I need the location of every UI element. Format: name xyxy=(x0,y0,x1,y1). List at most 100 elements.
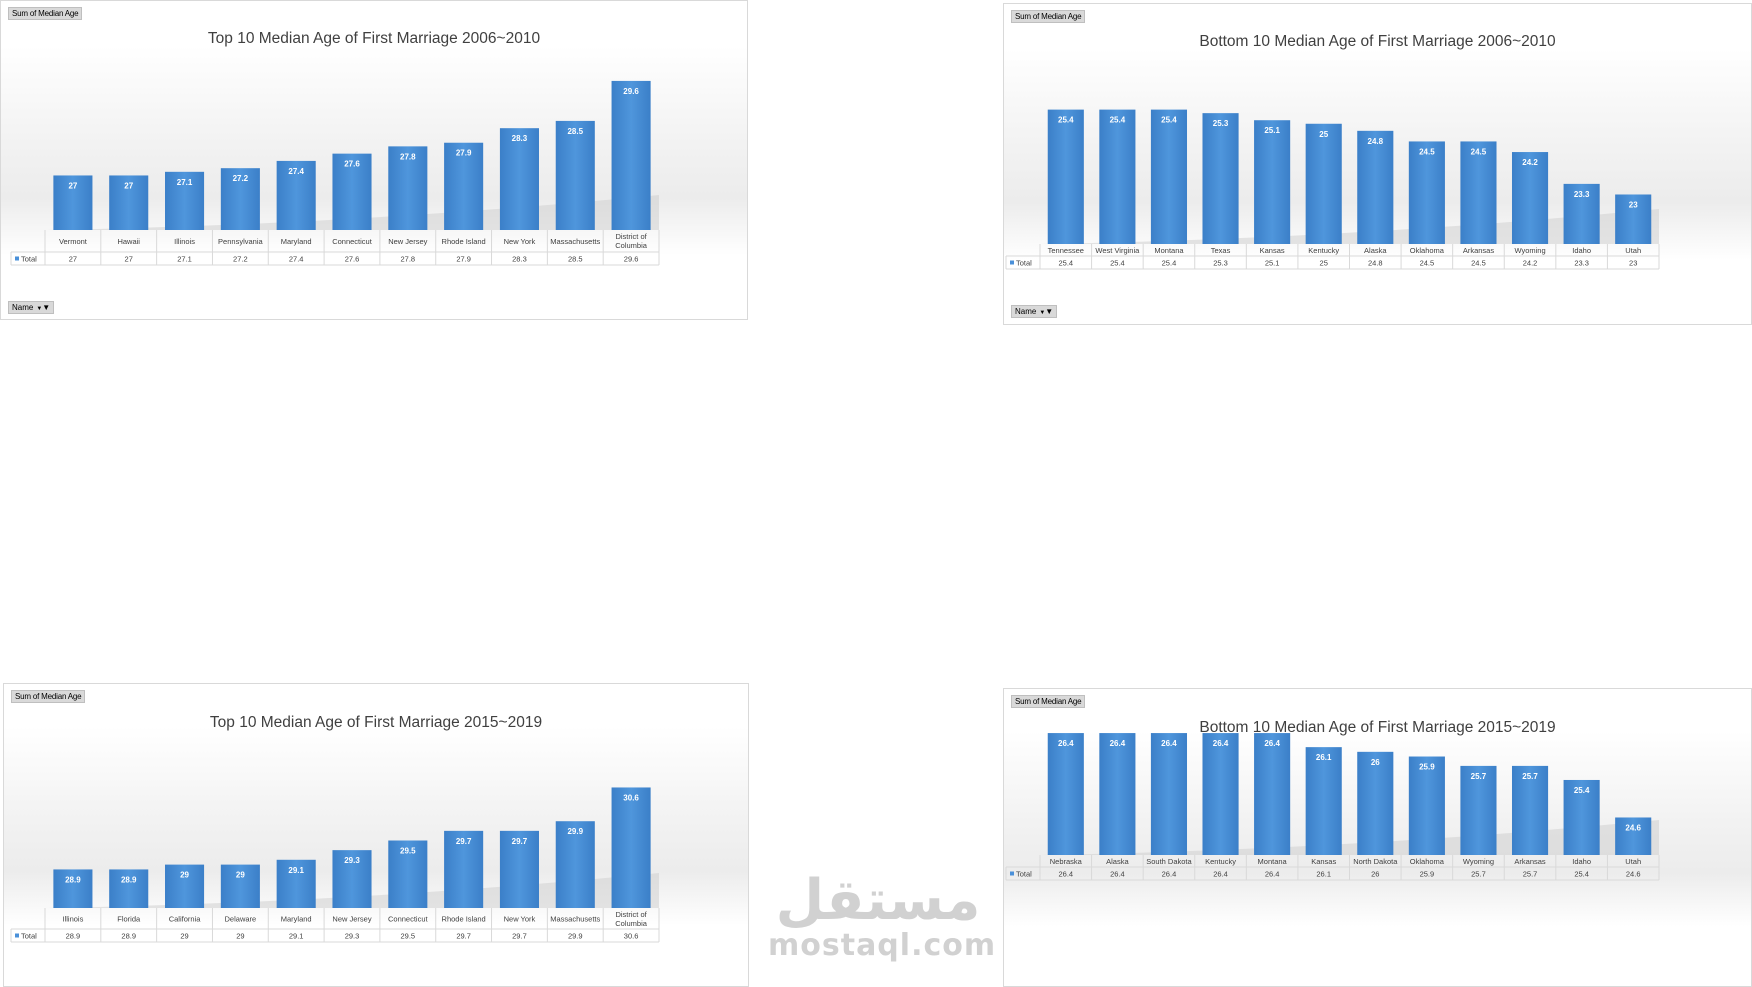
data-label: 29.5 xyxy=(400,847,416,856)
bar[interactable] xyxy=(276,160,316,230)
table-value: 28.5 xyxy=(568,255,583,264)
table-value: 25.3 xyxy=(1213,259,1228,268)
data-label: 24.5 xyxy=(1419,147,1435,156)
bar[interactable] xyxy=(220,864,260,908)
bar[interactable] xyxy=(1099,109,1136,244)
bar[interactable] xyxy=(1357,130,1394,244)
bar[interactable] xyxy=(1305,123,1342,244)
value-field-button[interactable]: Sum of Median Age xyxy=(1011,10,1086,23)
category-label: Kansas xyxy=(1260,246,1285,255)
data-table xyxy=(10,908,660,943)
bar[interactable] xyxy=(1460,765,1497,855)
axis-field-button[interactable]: Name ▼▼ xyxy=(8,301,55,314)
category-label: Rhode Island xyxy=(442,915,486,924)
bar[interactable] xyxy=(165,171,205,230)
bar[interactable] xyxy=(53,175,93,230)
bar[interactable] xyxy=(499,830,539,908)
bar[interactable] xyxy=(499,128,539,230)
category-label: Maryland xyxy=(281,915,312,924)
data-label: 25.7 xyxy=(1471,772,1487,781)
category-label: Kansas xyxy=(1311,857,1336,866)
bar[interactable] xyxy=(1202,733,1239,855)
table-value: 23.3 xyxy=(1574,259,1589,268)
bar[interactable] xyxy=(332,153,372,230)
bar[interactable] xyxy=(1254,733,1291,855)
bar[interactable] xyxy=(388,840,428,909)
category-label: Arkansas xyxy=(1514,857,1546,866)
bar[interactable] xyxy=(1099,733,1136,855)
table-value: 29.9 xyxy=(568,932,583,941)
bar[interactable] xyxy=(1408,141,1445,244)
chart-top10-2006-2010: Sum of Median Age Top 10 Median Age of F… xyxy=(0,0,748,320)
axis-field-button[interactable]: Name ▼▼ xyxy=(1011,305,1058,318)
bar[interactable] xyxy=(165,864,205,908)
data-label: 26 xyxy=(1371,758,1380,767)
bar[interactable] xyxy=(1511,152,1549,244)
bar[interactable] xyxy=(555,821,595,908)
bar[interactable] xyxy=(1563,183,1600,244)
bar[interactable] xyxy=(1408,756,1445,855)
data-label: 23 xyxy=(1629,200,1638,209)
bar[interactable] xyxy=(611,80,651,230)
value-field-button[interactable]: Sum of Median Age xyxy=(1011,695,1086,708)
bar[interactable] xyxy=(220,168,260,230)
bar[interactable] xyxy=(1563,779,1600,855)
table-value: 23 xyxy=(1629,259,1637,268)
value-field-button[interactable]: Sum of Median Age xyxy=(11,690,86,703)
category-label: Oklahoma xyxy=(1410,857,1445,866)
bar[interactable] xyxy=(276,859,316,908)
watermark-arabic: مستقل xyxy=(775,868,981,933)
dropdown-arrow-icon: ▼ xyxy=(36,306,43,312)
bar[interactable] xyxy=(53,869,93,908)
category-label: Hawaii xyxy=(117,237,140,246)
bar[interactable] xyxy=(1615,817,1652,855)
category-label: Arkansas xyxy=(1463,246,1495,255)
value-field-button[interactable]: Sum of Median Age xyxy=(8,7,83,20)
bar[interactable] xyxy=(1254,120,1291,244)
data-label: 29.7 xyxy=(512,837,528,846)
axis-field-label: Name xyxy=(1015,307,1037,316)
category-label: Massachusetts xyxy=(550,915,600,924)
bar[interactable] xyxy=(109,175,149,230)
floor-shadow xyxy=(1040,209,1659,244)
data-label: 26.4 xyxy=(1058,739,1074,748)
bar[interactable] xyxy=(1047,733,1084,855)
bar[interactable] xyxy=(611,787,651,908)
bar[interactable] xyxy=(1202,113,1239,245)
bar[interactable] xyxy=(444,830,484,908)
data-label: 27.2 xyxy=(233,174,249,183)
data-table xyxy=(10,230,660,266)
bar[interactable] xyxy=(1305,747,1342,855)
category-label: Delaware xyxy=(225,915,257,924)
bar[interactable] xyxy=(1511,765,1549,855)
category-label: Wyoming xyxy=(1463,857,1494,866)
table-value: 24.2 xyxy=(1523,259,1538,268)
data-label: 25.7 xyxy=(1522,772,1538,781)
data-label: 25.4 xyxy=(1058,116,1074,125)
bar[interactable] xyxy=(1150,109,1188,244)
data-label: 29.9 xyxy=(567,827,583,836)
table-value: 29.6 xyxy=(624,255,639,264)
chart-title: Bottom 10 Median Age of First Marriage 2… xyxy=(1199,719,1556,736)
data-label: 28.9 xyxy=(121,875,137,884)
bar[interactable] xyxy=(1150,733,1188,855)
legend-key xyxy=(15,933,19,938)
table-value: 27.9 xyxy=(456,255,471,264)
category-label: Alaska xyxy=(1364,246,1387,255)
bar[interactable] xyxy=(1615,194,1652,244)
bar[interactable] xyxy=(1047,109,1084,244)
bar[interactable] xyxy=(332,850,372,908)
data-label: 28.9 xyxy=(65,875,81,884)
bar[interactable] xyxy=(109,869,149,908)
legend-label: Total xyxy=(21,932,37,941)
table-value: 26.4 xyxy=(1058,870,1073,879)
chart-title: Top 10 Median Age of First Marriage 2015… xyxy=(209,714,543,731)
bar[interactable] xyxy=(388,146,428,230)
bar[interactable] xyxy=(1357,751,1394,855)
bar[interactable] xyxy=(555,120,595,230)
category-label: Texas xyxy=(1211,246,1231,255)
data-label: 26.1 xyxy=(1316,753,1332,762)
bar[interactable] xyxy=(1460,141,1497,244)
bar[interactable] xyxy=(444,142,484,230)
category-label: Utah xyxy=(1625,246,1641,255)
